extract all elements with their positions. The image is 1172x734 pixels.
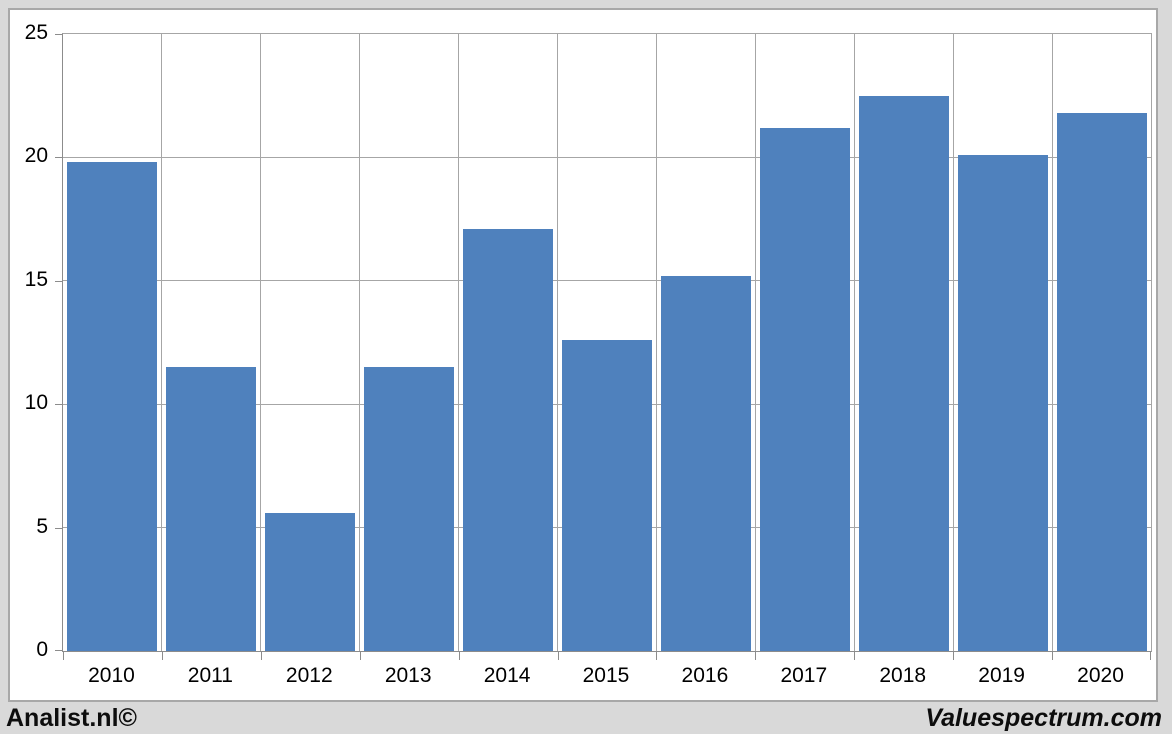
vertical-gridline [557, 34, 559, 651]
y-axis-tick [55, 157, 63, 159]
x-axis-tick-label: 2010 [88, 664, 135, 687]
horizontal-gridline [63, 280, 1151, 282]
x-axis-tick [755, 652, 757, 660]
bar-2020 [1056, 112, 1147, 651]
vertical-gridline [754, 34, 756, 651]
x-axis-tick [557, 652, 559, 660]
x-axis-tick-label: 2020 [1077, 664, 1124, 687]
y-axis-tick-label: 10 [24, 391, 48, 415]
x-axis-tick [854, 652, 856, 660]
y-axis-tick [55, 650, 63, 651]
y-axis-tick [55, 404, 63, 406]
x-axis-tick-label: 2013 [384, 664, 432, 687]
source-left-label: Analist.nl© [6, 704, 137, 732]
y-axis-tick-label: 25 [24, 21, 48, 44]
bar-2016 [660, 275, 751, 651]
x-axis-tick-label: 2018 [879, 664, 927, 687]
vertical-gridline [952, 34, 954, 651]
bar-2013 [364, 367, 455, 651]
bar-2017 [759, 127, 850, 651]
x-axis-tick [953, 652, 955, 660]
bar-2011 [166, 367, 257, 651]
horizontal-gridline [63, 156, 1151, 158]
attribution-bar: Analist.nl© Valuespectrum.com [0, 703, 1172, 734]
bar-2015 [561, 340, 652, 651]
bar-2019 [957, 154, 1048, 651]
vertical-gridline [260, 34, 262, 651]
x-axis-tick-label: 2019 [978, 664, 1025, 687]
y-axis-tick-label: 5 [36, 514, 48, 538]
x-axis-tick-label: 2016 [681, 664, 729, 687]
x-axis-tick [1052, 652, 1054, 660]
x-axis-tick-label: 2011 [187, 664, 233, 687]
bar-2014 [463, 228, 554, 651]
x-axis-tick [359, 652, 361, 660]
vertical-gridline [458, 34, 460, 651]
vertical-gridline [1051, 34, 1053, 651]
x-axis-tick [63, 652, 64, 660]
bar-2010 [67, 162, 158, 651]
x-axis-tick [458, 652, 460, 660]
vertical-gridline [359, 34, 361, 651]
y-axis-tick-label: 15 [24, 267, 48, 291]
source-right-label: Valuespectrum.com [925, 704, 1162, 732]
y-axis-tick [55, 34, 63, 35]
plot-area [55, 33, 1152, 660]
x-axis-tick-label: 2012 [285, 664, 333, 687]
x-axis-tick [656, 652, 658, 660]
y-axis-tick [55, 280, 63, 282]
vertical-gridline [853, 34, 855, 651]
bar-2012 [265, 512, 356, 651]
x-axis-tick [161, 652, 163, 660]
x-axis-tick-label: 2015 [582, 664, 630, 687]
bar-2018 [858, 95, 949, 651]
vertical-gridline [161, 34, 163, 651]
x-axis-tick-label: 2017 [780, 664, 828, 687]
y-axis-tick-label: 20 [24, 144, 48, 168]
x-axis-tick [1150, 652, 1151, 660]
x-axis-tick-label: 2014 [483, 664, 531, 687]
y-axis-tick-label: 0 [36, 638, 48, 661]
x-axis-tick [260, 652, 262, 660]
y-axis-tick [55, 527, 63, 529]
vertical-gridline [655, 34, 657, 651]
